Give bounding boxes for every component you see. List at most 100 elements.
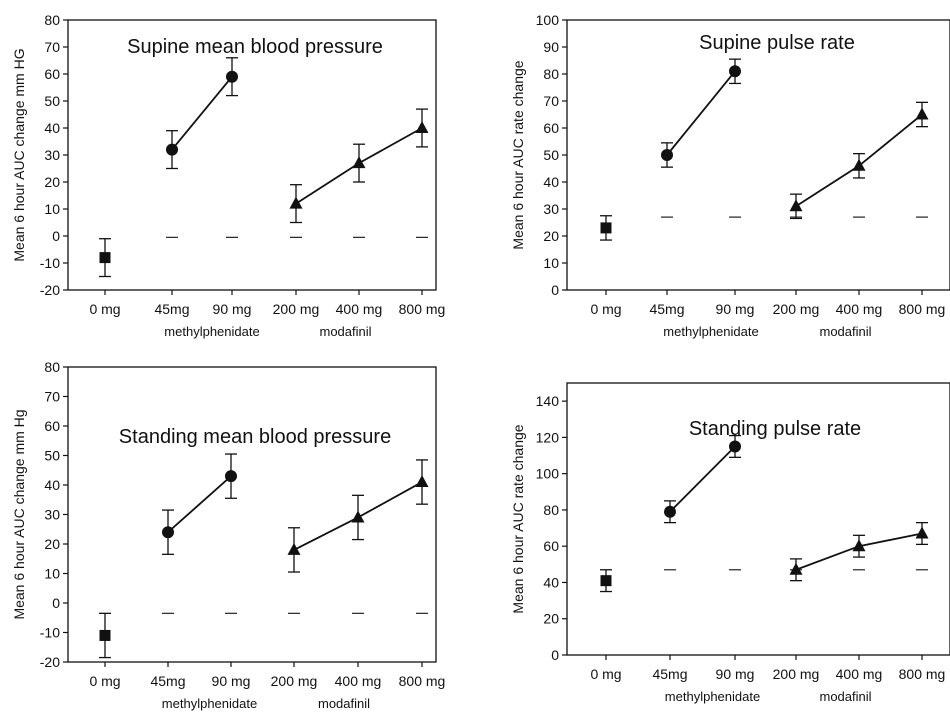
- x-tick-label: 0 mg: [89, 301, 120, 317]
- data-point-circle: [162, 526, 174, 539]
- chart-title: Standing pulse rate: [689, 418, 861, 440]
- y-tick-label: 20: [543, 611, 559, 627]
- data-point-triangle: [915, 526, 929, 539]
- y-tick-label: 40: [543, 174, 559, 190]
- y-tick-label: 60: [543, 120, 559, 136]
- x-tick-label: 400 mg: [336, 301, 383, 317]
- y-tick-label: 20: [44, 536, 60, 552]
- plot-frame: [566, 19, 950, 291]
- y-tick-label: -10: [40, 255, 60, 271]
- data-point-triangle: [789, 562, 803, 575]
- y-tick-label: 70: [44, 389, 60, 405]
- y-tick-label: 0: [551, 647, 559, 663]
- y-tick-label: 60: [44, 66, 60, 82]
- y-tick-label: 30: [44, 147, 60, 163]
- y-tick-label: 10: [543, 255, 559, 271]
- chart-title: Supine mean blood pressure: [127, 36, 383, 58]
- x-tick-label: 400 mg: [836, 666, 883, 682]
- y-tick-label: 80: [44, 359, 60, 375]
- data-point-circle: [729, 440, 741, 453]
- chart-title: Supine pulse rate: [699, 32, 855, 54]
- series-line: [666, 70, 736, 156]
- plot-frame: [67, 366, 437, 663]
- data-point-triangle: [852, 539, 866, 552]
- x-tick-label: 90 mg: [716, 301, 755, 317]
- y-tick-label: 0: [52, 595, 60, 611]
- x-tick-label: 45mg: [652, 666, 687, 682]
- x-tick-label: 200 mg: [773, 666, 820, 682]
- x-tick-label: 90 mg: [213, 301, 252, 317]
- y-tick-label: 90: [543, 39, 559, 55]
- x-tick-label: 45mg: [154, 301, 189, 317]
- data-point-triangle: [351, 510, 365, 523]
- series-line: [669, 445, 736, 513]
- y-tick-label: 40: [44, 477, 60, 493]
- x-tick-label: 200 mg: [271, 673, 318, 689]
- y-tick-label: 20: [44, 174, 60, 190]
- group-label-modafinil: modafinil: [819, 324, 871, 339]
- x-tick-label: 200 mg: [273, 301, 320, 317]
- y-tick-label: 70: [543, 93, 559, 109]
- data-point-triangle: [415, 121, 429, 133]
- series-line: [167, 475, 232, 533]
- group-label-methylphenidate: methylphenidate: [164, 324, 259, 339]
- data-point-square: [600, 575, 612, 587]
- x-tick-label: 0 mg: [590, 666, 621, 682]
- x-tick-label: 0 mg: [590, 301, 621, 317]
- x-tick-label: 400 mg: [335, 673, 382, 689]
- y-tick-label: 50: [543, 147, 559, 163]
- data-point-square: [99, 252, 111, 264]
- x-tick-label: 800 mg: [399, 673, 446, 689]
- data-point-triangle: [915, 107, 929, 120]
- y-tick-label: 60: [543, 538, 559, 554]
- y-tick-label: 80: [543, 502, 559, 518]
- data-point-triangle: [852, 158, 866, 171]
- y-tick-label: 10: [44, 566, 60, 582]
- series-line: [171, 76, 233, 151]
- chart-panel-4: 0 20 40 60 80 100 120 140 0 mg 45mg 90 mg 200 mg 400…: [510, 382, 950, 704]
- data-point-triangle: [289, 196, 303, 209]
- y-tick-label: 80: [543, 66, 559, 82]
- plot-frame: [67, 19, 437, 291]
- x-tick-label: 0 mg: [89, 673, 120, 689]
- y-tick-label: -20: [40, 654, 60, 670]
- x-tick-label: 90 mg: [716, 666, 755, 682]
- group-label-methylphenidate: methylphenidate: [162, 696, 257, 711]
- y-tick-label: -20: [40, 282, 60, 298]
- y-tick-label: 30: [44, 507, 60, 523]
- x-tick-label: 800 mg: [899, 301, 946, 317]
- y-tick-label: 50: [44, 448, 60, 464]
- y-axis-title: Mean 6 hour AUC rate change: [510, 424, 526, 613]
- y-axis-title: Mean 6 hour AUC rate change: [510, 60, 526, 249]
- chart-title: Standing mean blood pressure: [119, 426, 391, 448]
- data-point-circle: [661, 149, 673, 161]
- x-tick-label: 45mg: [150, 673, 185, 689]
- y-tick-label: 40: [543, 574, 559, 590]
- x-tick-label: 800 mg: [399, 301, 446, 317]
- y-tick-label: 40: [44, 120, 60, 136]
- group-label-modafinil: modafinil: [319, 324, 371, 339]
- y-tick-label: 100: [536, 12, 560, 28]
- data-point-triangle: [789, 199, 803, 212]
- data-point-circle: [166, 143, 178, 156]
- group-label-modafinil: modafinil: [819, 689, 871, 704]
- y-tick-label: 30: [543, 201, 559, 217]
- y-tick-label: 140: [536, 393, 560, 409]
- data-point-circle: [664, 505, 676, 518]
- data-point-triangle: [352, 156, 366, 169]
- y-axis-title: Mean 6 hour AUC change mm Hg: [11, 409, 27, 619]
- chart-panel-2: 0 10 20 30 40 50 60 70 80 90 100 0 mg 45mg 90 mg 200 m…: [510, 12, 950, 339]
- group-label-modafinil: modafinil: [318, 696, 370, 711]
- group-label-methylphenidate: methylphenidate: [663, 324, 758, 339]
- y-tick-label: 100: [536, 466, 560, 482]
- data-point-square: [99, 629, 111, 641]
- data-point-circle: [729, 65, 741, 78]
- data-point-circle: [226, 70, 238, 83]
- plot-frame: [566, 382, 950, 656]
- y-tick-label: 10: [44, 201, 60, 217]
- y-tick-label: 80: [44, 12, 60, 28]
- y-tick-label: 20: [543, 228, 559, 244]
- y-tick-label: 0: [551, 282, 559, 298]
